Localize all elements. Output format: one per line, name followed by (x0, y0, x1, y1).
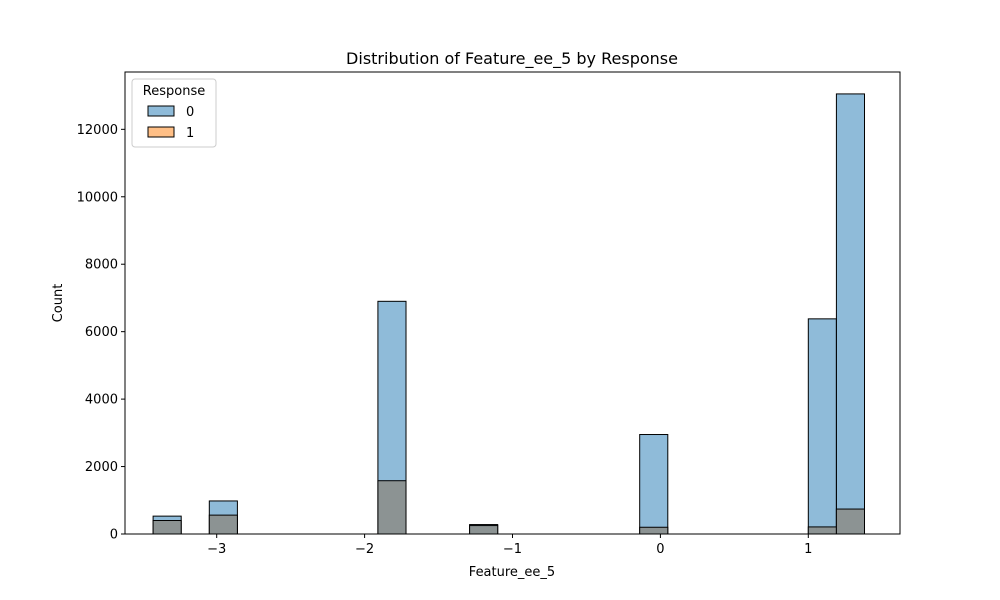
x-axis-label: Feature_ee_5 (469, 565, 555, 580)
x-tick-label: −2 (355, 542, 374, 557)
x-axis-ticks: −3 −2 −1 0 1 (207, 534, 812, 557)
y-tick-label: 2000 (85, 460, 118, 475)
y-axis-label: Count (51, 284, 66, 323)
legend-label-0: 0 (186, 105, 194, 120)
legend-swatch-0 (147, 105, 175, 117)
legend-label-1: 1 (186, 126, 194, 141)
bar-response-1-bin-6 (835, 508, 866, 535)
y-tick-label: 4000 (85, 393, 118, 408)
y-tick-label: 8000 (85, 258, 118, 273)
y-axis-ticks: 0 2000 4000 6000 8000 10000 12000 (77, 123, 125, 543)
y-tick-label: 0 (110, 528, 118, 543)
plot-area-frame (124, 71, 901, 535)
legend-swatch-1 (147, 126, 175, 138)
legend: Response 0 1 (131, 78, 217, 148)
y-tick-label: 6000 (85, 325, 118, 340)
bar-response-0-bin-4 (639, 434, 669, 535)
legend-title: Response (143, 84, 205, 99)
x-tick-label: 0 (656, 542, 664, 557)
bar-response-1-bin-4 (639, 526, 669, 535)
bar-response-1-bin-5 (807, 526, 837, 535)
bar-response-0-bin-6 (835, 93, 866, 535)
chart-title: Distribution of Feature_ee_5 by Response (346, 49, 678, 69)
bars-layer (152, 93, 866, 535)
x-tick-label: −1 (503, 542, 522, 557)
bar-response-1-bin-3 (469, 525, 499, 535)
y-tick-label: 12000 (77, 123, 118, 138)
y-tick-label: 10000 (77, 190, 118, 205)
x-tick-label: −3 (207, 542, 226, 557)
bar-response-0-bin-5 (807, 318, 837, 535)
bar-response-1-bin-1 (208, 514, 238, 535)
x-tick-label: 1 (804, 542, 812, 557)
bar-response-1-bin-0 (152, 520, 182, 535)
bar-response-1-bin-2 (377, 480, 407, 535)
